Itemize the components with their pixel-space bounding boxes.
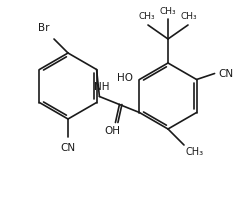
Text: CN: CN [61,143,75,153]
Text: CH₃: CH₃ [186,147,204,157]
Text: Br: Br [38,23,49,33]
Text: NH: NH [94,82,109,92]
Text: OH: OH [104,126,121,137]
Text: HO: HO [118,73,133,83]
Text: CN: CN [219,68,234,79]
Text: CH₃: CH₃ [160,7,176,16]
Text: CH₃: CH₃ [139,12,155,21]
Text: CH₃: CH₃ [181,12,197,21]
